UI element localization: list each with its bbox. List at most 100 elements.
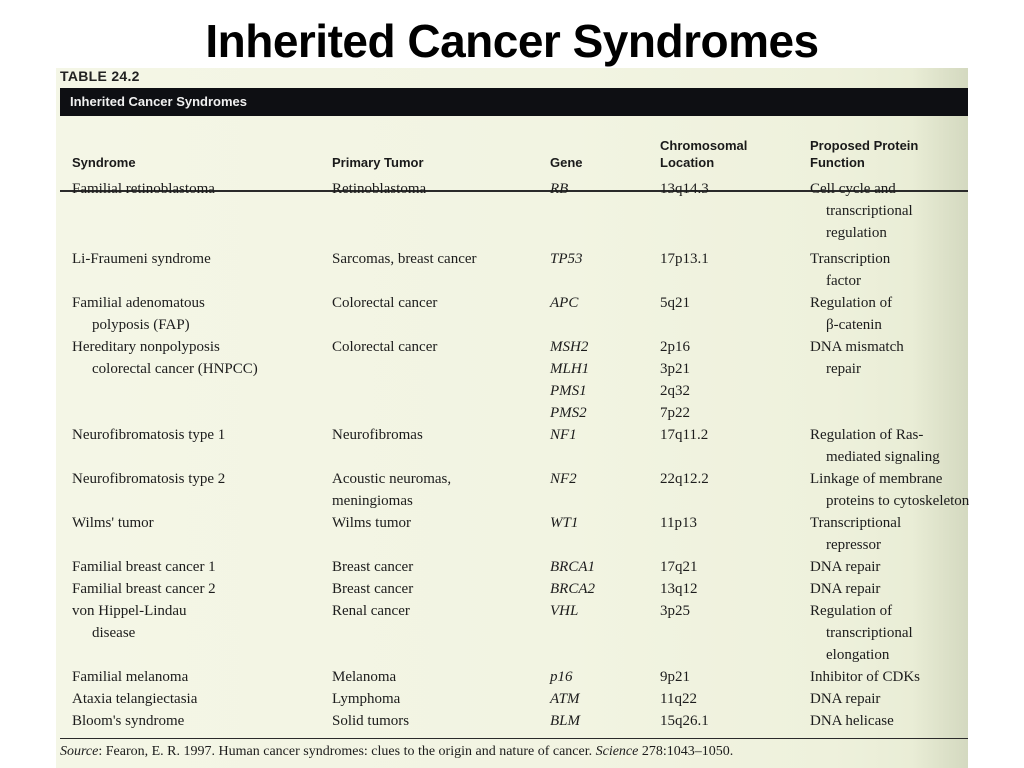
table-number-label: TABLE 24.2 xyxy=(60,68,140,84)
gene-cell: RB xyxy=(550,178,654,200)
gene-cell: NF2 xyxy=(550,468,654,490)
syndrome-cell-line: disease xyxy=(92,625,136,641)
chromosomal-location-cell-line: 17q11.2 xyxy=(660,427,709,443)
syndrome-cell-line: polyposis (FAP) xyxy=(92,317,190,333)
gene-cell-line: p16 xyxy=(550,669,573,685)
primary-tumor-cell: Breast cancer xyxy=(332,578,542,600)
syndrome-cell: Bloom's syndrome xyxy=(72,710,322,732)
gene-cell: WT1 xyxy=(550,512,654,534)
primary-tumor-cell: Neurofibromas xyxy=(332,424,542,446)
syndrome-cell-line: Familial retinoblastoma xyxy=(72,181,215,197)
chromosomal-location-cell: 3p25 xyxy=(660,600,800,622)
chromosomal-location-cell: 17q21 xyxy=(660,556,800,578)
syndrome-cell-line: Neurofibromatosis type 1 xyxy=(72,427,226,443)
syndrome-cell: Wilms' tumor xyxy=(72,512,322,534)
header-location-line-1: Chromosomal xyxy=(660,138,748,153)
protein-function-cell-line: Linkage of membrane xyxy=(810,471,943,487)
syndrome-cell-line: Ataxia telangiectasia xyxy=(72,691,198,707)
chromosomal-location-cell: 15q26.1 xyxy=(660,710,800,732)
syndrome-cell: Familial breast cancer 1 xyxy=(72,556,322,578)
source-label: Source xyxy=(60,744,99,759)
gene-cell-line: NF2 xyxy=(550,471,577,487)
gene-cell-line: PMS2 xyxy=(550,405,587,421)
scanned-table-page: TABLE 24.2 Inherited Cancer Syndromes Sy… xyxy=(56,68,970,768)
gene-cell: APC xyxy=(550,292,654,314)
syndrome-cell-line: Familial breast cancer 2 xyxy=(72,581,216,597)
syndrome-cell-line: von Hippel-Lindau xyxy=(72,603,187,619)
chromosomal-location-cell-line: 17q21 xyxy=(660,559,698,575)
primary-tumor-cell-line: Lymphoma xyxy=(332,691,401,707)
gene-cell-line: NF1 xyxy=(550,427,577,443)
primary-tumor-cell: Colorectal cancer xyxy=(332,336,542,358)
gene-cell-line: WT1 xyxy=(550,515,579,531)
gene-cell-line: ATM xyxy=(550,691,580,707)
slide-title: Inherited Cancer Syndromes xyxy=(205,15,819,67)
syndrome-cell: Hereditary nonpolyposis colorectal cancer… xyxy=(72,336,322,380)
primary-tumor-cell-line: Wilms tumor xyxy=(332,515,411,531)
page-edge-shadow xyxy=(912,68,968,768)
primary-tumor-cell-line: Breast cancer xyxy=(332,581,414,597)
primary-tumor-cell: Wilms tumor xyxy=(332,512,542,534)
syndrome-cell-line: Familial melanoma xyxy=(72,669,189,685)
syndrome-cell: Ataxia telangiectasia xyxy=(72,688,322,710)
chromosomal-location-cell-line: 11p13 xyxy=(660,515,697,531)
gene-cell-line: VHL xyxy=(550,603,579,619)
syndrome-cell-line: Bloom's syndrome xyxy=(72,713,185,729)
header-protein-function: Proposed Protein Function xyxy=(810,137,918,171)
protein-function-cell: DNA helicase xyxy=(810,710,970,732)
protein-function-cell-line: repair xyxy=(826,361,861,377)
protein-function-cell-line: Inhibitor of CDKs xyxy=(810,669,920,685)
primary-tumor-cell-line: Sarcomas, breast cancer xyxy=(332,251,477,267)
protein-function-cell-line: DNA mismatch xyxy=(810,339,904,355)
chromosomal-location-cell: 2p16 3p21 2q32 7p22 xyxy=(660,336,800,424)
gene-cell-line: PMS1 xyxy=(550,383,587,399)
header-chromosomal-location: Chromosomal Location xyxy=(660,137,747,171)
syndrome-cell-line: Wilms' tumor xyxy=(72,515,154,531)
gene-cell: p16 xyxy=(550,666,654,688)
primary-tumor-cell: Colorectal cancer xyxy=(332,292,542,314)
chromosomal-location-cell-line: 2q32 xyxy=(660,383,690,399)
primary-tumor-cell-line: Colorectal cancer xyxy=(332,295,438,311)
syndrome-cell-line: Familial adenomatous xyxy=(72,295,205,311)
header-location-line-2: Location xyxy=(660,155,715,170)
gene-cell-line: BRCA2 xyxy=(550,581,595,597)
protein-function-cell-line: transcriptional xyxy=(826,625,913,641)
primary-tumor-cell-line: Acoustic neuromas, xyxy=(332,471,452,487)
protein-function-cell-line: Regulation of xyxy=(810,295,893,311)
primary-tumor-cell-line: Melanoma xyxy=(332,669,397,685)
primary-tumor-cell-line: Retinoblastoma xyxy=(332,181,427,197)
protein-function-cell: Cell cycle and transcriptional regulation xyxy=(810,178,970,244)
protein-function-cell-line: Transcription xyxy=(810,251,891,267)
syndrome-cell: von Hippel-Lindau disease xyxy=(72,600,322,644)
primary-tumor-cell-line: Neurofibromas xyxy=(332,427,423,443)
table-bottom-rule xyxy=(60,738,968,739)
primary-tumor-cell: Melanoma xyxy=(332,666,542,688)
protein-function-cell-line: regulation xyxy=(826,225,887,241)
primary-tumor-cell-line: Breast cancer xyxy=(332,559,414,575)
protein-function-cell-line: β-catenin xyxy=(826,317,882,333)
table-title-banner: Inherited Cancer Syndromes xyxy=(60,88,968,116)
chromosomal-location-cell: 22q12.2 xyxy=(660,468,800,490)
protein-function-cell-line: mediated signaling xyxy=(826,449,940,465)
gene-cell-line: MLH1 xyxy=(550,361,590,377)
gene-cell: NF1 xyxy=(550,424,654,446)
protein-function-cell: Transcriptional repressor xyxy=(810,512,970,556)
gene-cell: BRCA1 xyxy=(550,556,654,578)
header-primary-tumor: Primary Tumor xyxy=(332,155,424,170)
gene-cell: VHL xyxy=(550,600,654,622)
gene-cell: BLM xyxy=(550,710,654,732)
chromosomal-location-cell-line: 2p16 xyxy=(660,339,690,355)
syndrome-cell: Neurofibromatosis type 1 xyxy=(72,424,322,446)
gene-cell-line: APC xyxy=(550,295,579,311)
primary-tumor-cell-line: meningiomas xyxy=(332,493,413,509)
protein-function-cell-line: Transcriptional xyxy=(810,515,902,531)
header-function-line-1: Proposed Protein xyxy=(810,138,919,153)
protein-function-cell-line: Cell cycle and xyxy=(810,181,896,197)
syndrome-cell: Familial melanoma xyxy=(72,666,322,688)
header-syndrome: Syndrome xyxy=(72,155,136,170)
chromosomal-location-cell: 5q21 xyxy=(660,292,800,314)
chromosomal-location-cell-line: 15q26.1 xyxy=(660,713,709,729)
protein-function-cell-line: factor xyxy=(826,273,861,289)
protein-function-cell: Transcription factor xyxy=(810,248,970,292)
primary-tumor-cell: Lymphoma xyxy=(332,688,542,710)
